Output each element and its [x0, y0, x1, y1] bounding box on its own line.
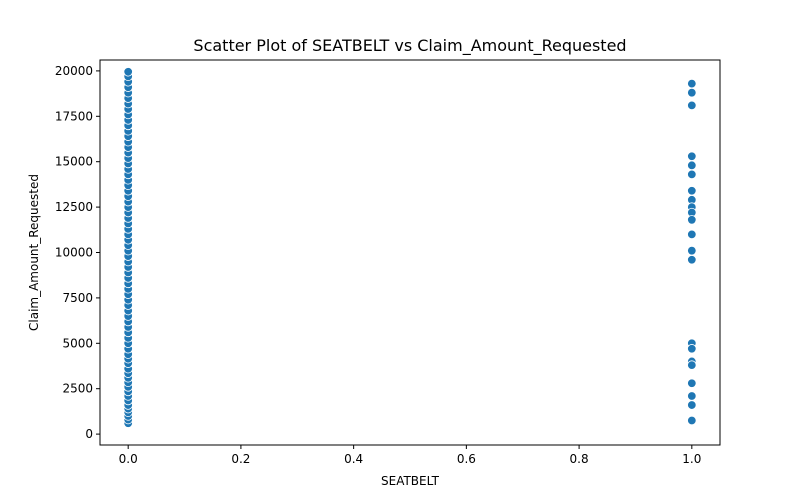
x-axis-label: SEATBELT	[381, 474, 440, 488]
y-tick-label: 20000	[55, 64, 93, 78]
scatter-point	[687, 215, 697, 225]
scatter-point	[687, 151, 697, 161]
scatter-point	[123, 67, 133, 77]
scatter-point	[687, 378, 697, 388]
scatter-point	[687, 87, 697, 98]
scatter-point	[687, 391, 697, 401]
y-tick-label: 10000	[55, 246, 93, 260]
y-tick-label: 7500	[62, 291, 93, 305]
x-tick-label: 0.6	[457, 452, 476, 466]
x-tick-label: 1.0	[682, 452, 701, 466]
y-axis-ticks: 0 2500 5000 7500 10000 12500 15000 17500 20000	[55, 64, 100, 441]
chart-title: Scatter Plot of SEATBELT vs Claim_Amount…	[193, 36, 626, 56]
scatter-point	[687, 78, 697, 89]
y-tick-label: 15000	[55, 155, 93, 169]
scatter-point	[687, 186, 697, 196]
x-tick-label: 0.4	[344, 452, 363, 466]
scatter-point	[687, 360, 697, 370]
y-tick-label: 0	[85, 427, 93, 441]
scatter-point	[687, 160, 697, 171]
y-tick-label: 5000	[62, 336, 93, 350]
y-tick-label: 17500	[55, 109, 93, 123]
x-axis-ticks: 0.0 0.2 0.4 0.6 0.8 1.0	[119, 445, 701, 466]
x-tick-label: 0.8	[570, 452, 589, 466]
scatter-point	[687, 255, 697, 265]
y-tick-label: 12500	[55, 200, 93, 214]
y-axis-label: Claim_Amount_Requested	[27, 174, 41, 331]
scatter-point	[687, 100, 697, 111]
scatter-point	[687, 169, 697, 180]
points-layer	[123, 67, 697, 428]
scatter-point	[687, 229, 697, 240]
scatter-point	[687, 245, 697, 256]
scatter-point	[687, 400, 697, 410]
scatter-point	[687, 344, 697, 354]
scatter-point	[687, 415, 697, 426]
x-tick-label: 0.2	[231, 452, 250, 466]
y-tick-label: 2500	[62, 382, 93, 396]
x-tick-label: 0.0	[119, 452, 138, 466]
